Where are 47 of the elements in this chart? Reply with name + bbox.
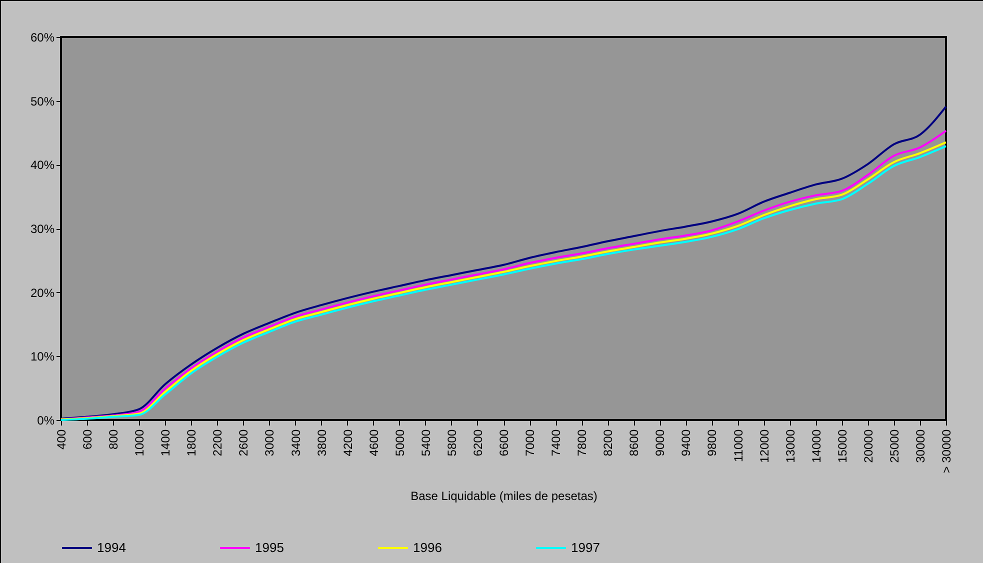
x-tick-label: > 30000 — [940, 429, 954, 474]
x-axis-title: Base Liquidable (miles de pesetas) — [410, 489, 598, 504]
x-tick-label: 5800 — [444, 429, 459, 456]
x-tick-label: 30000 — [913, 429, 928, 463]
x-tick-label: 400 — [54, 429, 68, 450]
x-tick-label: 4200 — [340, 429, 355, 456]
y-tick-label: 20% — [30, 286, 55, 300]
x-tick-label: 7000 — [523, 429, 538, 456]
legend-label: 1996 — [413, 540, 442, 555]
x-tick-label: 13000 — [783, 429, 798, 463]
y-tick-label: 40% — [30, 158, 55, 172]
x-tick-label: 5000 — [392, 429, 407, 456]
x-tick-label: 600 — [80, 429, 95, 450]
legend-label: 1994 — [97, 540, 126, 555]
x-tick-label: 20000 — [861, 429, 876, 463]
y-tick-label: 30% — [30, 222, 55, 236]
legend-label: 1997 — [571, 540, 600, 555]
x-tick-label: 800 — [106, 429, 121, 450]
x-tick-label: 9400 — [679, 429, 694, 456]
x-tick-label: 6600 — [497, 429, 511, 456]
y-tick-label: 0% — [37, 414, 55, 428]
x-tick-label: 1000 — [132, 429, 147, 456]
x-tick-label: 15000 — [835, 429, 850, 463]
x-tick-label: 11000 — [731, 429, 746, 462]
x-tick-label: 1800 — [184, 429, 199, 456]
x-tick-label: 3400 — [288, 429, 303, 456]
x-tick-label: 9800 — [705, 429, 720, 456]
x-tick-label: 5400 — [418, 429, 433, 456]
x-tick-label: 8200 — [601, 429, 616, 456]
x-tick-label: 25000 — [887, 429, 902, 463]
y-tick-label: 50% — [30, 94, 55, 108]
x-tick-label: 3000 — [262, 429, 277, 456]
x-tick-label: 8600 — [627, 429, 642, 456]
x-tick-label: 1400 — [158, 429, 173, 456]
x-tick-label: 7800 — [575, 429, 590, 456]
x-tick-label: 4600 — [366, 429, 381, 456]
x-tick-label: 12000 — [757, 429, 772, 463]
x-tick-label: 14000 — [809, 429, 824, 463]
x-tick-label: 6200 — [470, 429, 485, 456]
x-tick-label: 7400 — [549, 429, 564, 456]
y-tick-label: 10% — [30, 350, 55, 364]
x-tick-label: 9000 — [653, 429, 668, 456]
x-tick-label: 2600 — [236, 429, 251, 456]
x-tick-label: 2200 — [210, 429, 225, 456]
x-tick-label: 3800 — [314, 429, 329, 456]
legend-label: 1995 — [255, 540, 284, 555]
y-tick-label: 60% — [30, 30, 55, 44]
